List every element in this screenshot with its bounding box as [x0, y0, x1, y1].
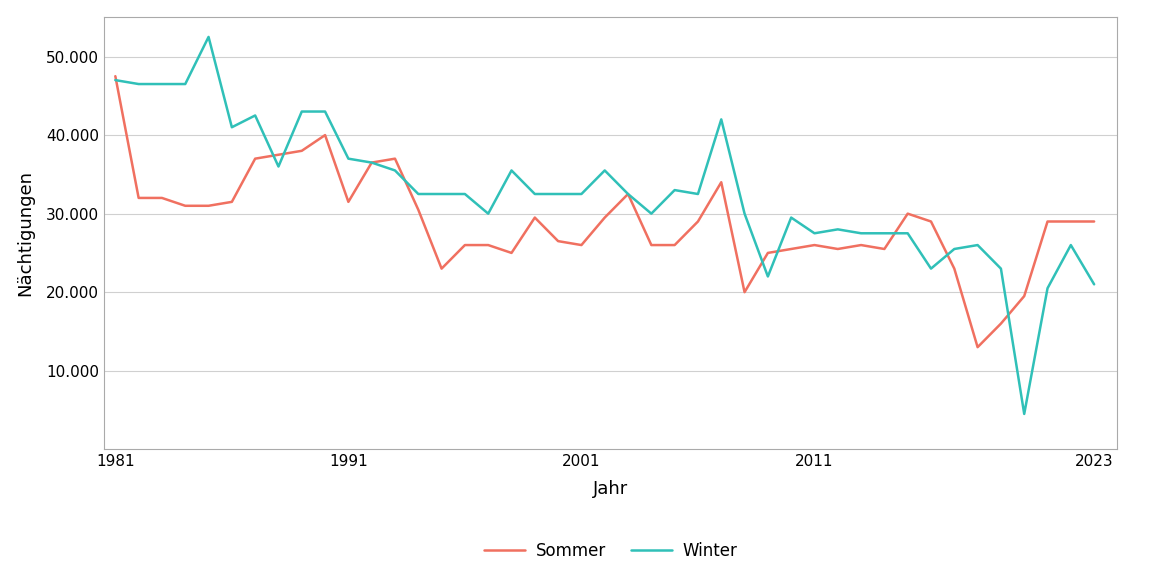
Sommer — [131, 195, 145, 202]
Sommer — [482, 241, 495, 248]
Winter — [365, 159, 379, 166]
Sommer — [714, 179, 728, 185]
Winter — [737, 210, 751, 217]
Winter — [575, 191, 589, 198]
Sommer — [505, 249, 518, 256]
Sommer — [994, 320, 1008, 327]
Winter — [761, 273, 775, 280]
Winter — [621, 191, 635, 198]
Sommer — [901, 210, 915, 217]
Winter — [388, 167, 402, 174]
Winter — [644, 210, 658, 217]
Sommer — [272, 151, 286, 158]
Sommer — [785, 245, 798, 252]
Winter — [598, 167, 612, 174]
Sommer — [971, 344, 985, 351]
Sommer — [108, 73, 122, 79]
Winter — [225, 124, 238, 131]
Sommer — [295, 147, 309, 154]
Winter — [434, 191, 448, 198]
Winter — [714, 116, 728, 123]
Winter — [785, 214, 798, 221]
Sommer — [668, 241, 682, 248]
Sommer — [878, 245, 892, 252]
Winter — [528, 191, 541, 198]
Line: Winter: Winter — [115, 37, 1094, 414]
Sommer — [1017, 293, 1031, 300]
Sommer — [947, 265, 961, 272]
Winter — [947, 245, 961, 252]
Winter — [994, 265, 1008, 272]
Winter — [179, 81, 192, 88]
Sommer — [854, 241, 867, 248]
Winter — [272, 163, 286, 170]
Sommer — [924, 218, 938, 225]
Winter — [854, 230, 867, 237]
Winter — [1064, 241, 1078, 248]
Winter — [202, 33, 215, 40]
Winter — [831, 226, 844, 233]
Winter — [1040, 285, 1054, 291]
Sommer — [1087, 218, 1101, 225]
Sommer — [808, 241, 821, 248]
Sommer — [225, 198, 238, 205]
Sommer — [551, 238, 564, 245]
Winter — [971, 241, 985, 248]
Winter — [411, 191, 425, 198]
Line: Sommer: Sommer — [115, 76, 1094, 347]
Winter — [808, 230, 821, 237]
Sommer — [1040, 218, 1054, 225]
Sommer — [341, 198, 355, 205]
Winter — [1017, 411, 1031, 418]
Legend: Sommer, Winter: Sommer, Winter — [477, 535, 744, 567]
Winter — [901, 230, 915, 237]
Winter — [551, 191, 564, 198]
Sommer — [156, 195, 169, 202]
Winter — [318, 108, 332, 115]
Winter — [108, 77, 122, 84]
Sommer — [202, 202, 215, 209]
Winter — [482, 210, 495, 217]
Winter — [878, 230, 892, 237]
Sommer — [528, 214, 541, 221]
Winter — [691, 191, 705, 198]
Sommer — [598, 214, 612, 221]
Winter — [295, 108, 309, 115]
Sommer — [737, 289, 751, 295]
Sommer — [434, 265, 448, 272]
Winter — [1087, 281, 1101, 288]
Sommer — [179, 202, 192, 209]
Sommer — [575, 241, 589, 248]
Winter — [505, 167, 518, 174]
Sommer — [458, 241, 472, 248]
Sommer — [365, 159, 379, 166]
Y-axis label: Nächtigungen: Nächtigungen — [16, 170, 35, 296]
Winter — [248, 112, 262, 119]
Sommer — [1064, 218, 1078, 225]
Winter — [131, 81, 145, 88]
Winter — [458, 191, 472, 198]
Sommer — [691, 218, 705, 225]
Sommer — [621, 191, 635, 198]
Sommer — [248, 155, 262, 162]
Sommer — [761, 249, 775, 256]
Sommer — [831, 245, 844, 252]
Winter — [156, 81, 169, 88]
Winter — [924, 265, 938, 272]
Sommer — [388, 155, 402, 162]
X-axis label: Jahr: Jahr — [593, 480, 628, 498]
Sommer — [411, 206, 425, 213]
Winter — [341, 155, 355, 162]
Sommer — [318, 132, 332, 139]
Winter — [668, 187, 682, 194]
Sommer — [644, 241, 658, 248]
